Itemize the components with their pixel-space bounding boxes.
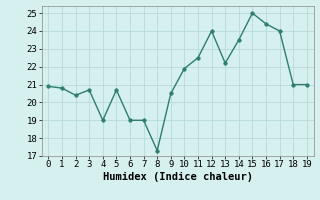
X-axis label: Humidex (Indice chaleur): Humidex (Indice chaleur) [103, 172, 252, 182]
